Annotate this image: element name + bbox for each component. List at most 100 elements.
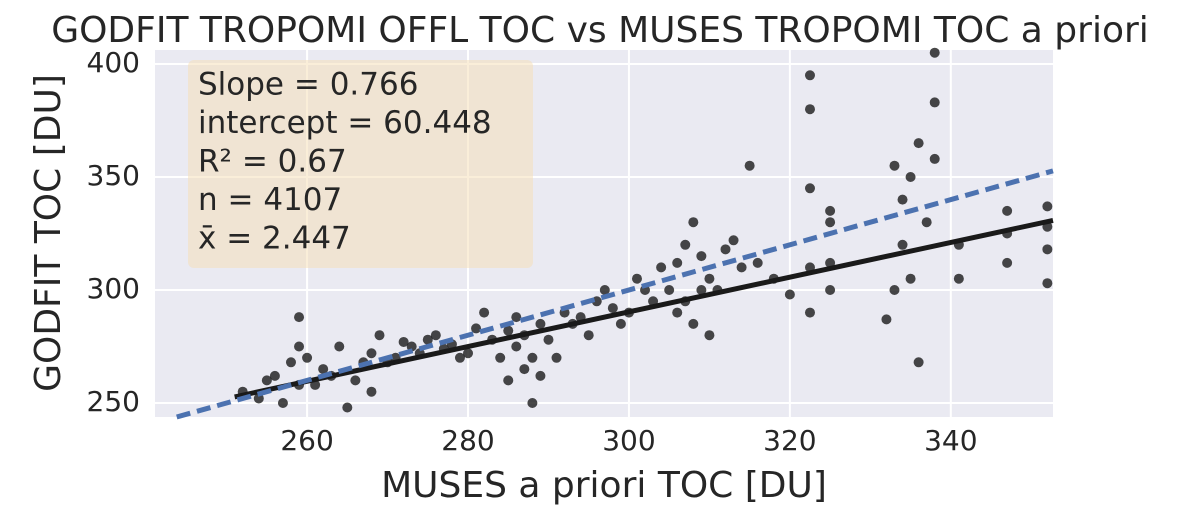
annotation-line: intercept = 60.448 xyxy=(198,105,492,141)
x-tick-label: 300 xyxy=(602,424,655,457)
x-axis-label: MUSES a priori TOC [DU] xyxy=(381,465,827,506)
scatter-point xyxy=(294,312,305,323)
scatter-point xyxy=(463,348,474,359)
x-tick-label: 340 xyxy=(924,424,977,457)
scatter-point xyxy=(302,352,313,363)
scatter-point xyxy=(704,273,715,284)
scatter-point xyxy=(1002,257,1013,268)
scatter-point xyxy=(342,402,353,413)
x-tick-label: 320 xyxy=(763,424,816,457)
scatter-point xyxy=(1002,205,1013,216)
scatter-point xyxy=(366,386,377,397)
scatter-point xyxy=(261,375,272,386)
scatter-point xyxy=(672,257,683,268)
scatter-point xyxy=(736,262,747,273)
scatter-point xyxy=(454,352,465,363)
scatter-point xyxy=(804,307,815,318)
scatter-point xyxy=(511,312,522,323)
scatter-point xyxy=(688,318,699,329)
scatter-point xyxy=(704,330,715,341)
y-tick-label: 250 xyxy=(87,385,140,418)
scatter-point xyxy=(294,341,305,352)
annotation-line: n = 4107 xyxy=(198,182,342,218)
scatter-point xyxy=(471,323,482,334)
scatter-point xyxy=(728,235,739,246)
scatter-point xyxy=(929,97,940,108)
scatter-point xyxy=(804,70,815,81)
scatter-point xyxy=(535,370,546,381)
scatter-point xyxy=(913,357,924,368)
scatter-point xyxy=(752,257,763,268)
marks xyxy=(176,47,1054,420)
scatter-point xyxy=(672,307,683,318)
scatter-point xyxy=(318,364,329,375)
scatter-point xyxy=(897,239,908,250)
scatter-point xyxy=(825,284,836,295)
scatter-point xyxy=(889,160,900,171)
scatter-point xyxy=(511,341,522,352)
scatter-point xyxy=(825,205,836,216)
annotation-line: R² = 0.67 xyxy=(198,144,347,180)
scatter-point xyxy=(929,47,940,58)
scatter-point xyxy=(631,273,642,284)
scatter-point xyxy=(929,153,940,164)
x-tick-label: 280 xyxy=(441,424,494,457)
scatter-point xyxy=(615,318,626,329)
scatter-point xyxy=(804,183,815,194)
scatter-point xyxy=(913,138,924,149)
scatter-point xyxy=(543,334,554,345)
scatter-point xyxy=(905,172,916,183)
scatter-point xyxy=(784,289,795,300)
scatter-point xyxy=(825,217,836,228)
scatter-point xyxy=(479,307,490,318)
scatter-point xyxy=(607,303,618,314)
y-tick-label: 350 xyxy=(87,159,140,192)
scatter-point xyxy=(374,330,385,341)
scatter-point xyxy=(696,251,707,262)
scatter-point xyxy=(1042,278,1053,289)
scatter-point xyxy=(688,217,699,228)
scatter-point xyxy=(430,330,441,341)
scatter-point xyxy=(551,352,562,363)
scatter-point xyxy=(527,352,538,363)
scatter-point xyxy=(599,284,610,295)
scatter-point xyxy=(269,370,280,381)
scatter-point xyxy=(664,284,675,295)
scatter-point xyxy=(897,194,908,205)
scatter-point xyxy=(881,314,892,325)
scatter-point xyxy=(277,397,288,408)
scatter-point xyxy=(696,284,707,295)
x-tick-label: 260 xyxy=(280,424,333,457)
scatter-point xyxy=(744,160,755,171)
scatter-point xyxy=(905,273,916,284)
y-tick-label: 400 xyxy=(87,46,140,79)
scatter-point xyxy=(680,239,691,250)
scatter-point xyxy=(495,352,506,363)
y-axis-label: GODFIT TOC [DU] xyxy=(28,74,69,392)
y-tick-label: 300 xyxy=(87,272,140,305)
identity-line xyxy=(176,168,1054,420)
scatter-point xyxy=(503,325,514,336)
scatter-point xyxy=(535,318,546,329)
chart-title: GODFIT TROPOMI OFFL TOC vs MUSES TROPOMI… xyxy=(51,10,1149,51)
scatter-point xyxy=(583,330,594,341)
scatter-point xyxy=(503,375,514,386)
annotation-box xyxy=(188,60,533,268)
scatter-point xyxy=(406,341,417,352)
scatter-point xyxy=(519,364,530,375)
scatter-point xyxy=(1042,201,1053,212)
fit-line xyxy=(234,217,1054,400)
scatter-point xyxy=(334,341,345,352)
scatter-point xyxy=(398,336,409,347)
scatter-point xyxy=(350,375,361,386)
scatter-point xyxy=(285,357,296,368)
scatter-point xyxy=(720,244,731,255)
scatter-point xyxy=(804,104,815,115)
scatter-point xyxy=(656,262,667,273)
scatter-point xyxy=(527,397,538,408)
annotation-line: Slope = 0.766 xyxy=(198,67,418,103)
scatter-point xyxy=(422,334,433,345)
scatter-point xyxy=(889,284,900,295)
